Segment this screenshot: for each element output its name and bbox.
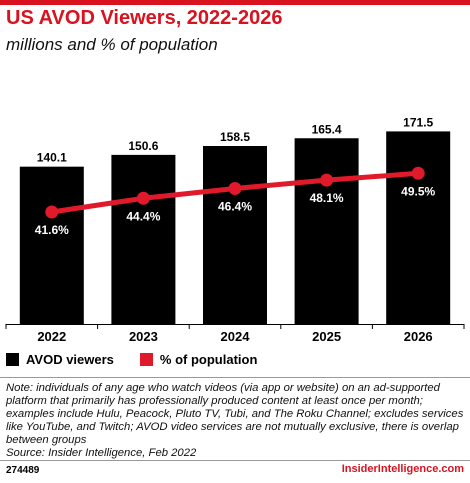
legend-label-percent-population: % of population xyxy=(159,352,258,367)
legend-swatch-percent-population xyxy=(139,353,153,366)
percent-value-label: 48.1% xyxy=(310,191,344,205)
bar-2025 xyxy=(294,138,359,324)
bar-value-label: 140.1 xyxy=(37,151,67,165)
chart-area: 140.1 150.6 158.5 165.4 171.5 2022 2023 2024 202… xyxy=(5,115,465,344)
point-percent-2024 xyxy=(228,181,242,195)
percent-value-label: 44.4% xyxy=(126,209,160,223)
source-text: Source: Insider Intelligence, Feb 2022 xyxy=(6,446,197,459)
bar-2022 xyxy=(19,166,84,324)
point-percent-2026 xyxy=(411,166,425,180)
legend-swatch-avod-viewers xyxy=(6,353,19,366)
brand-link[interactable]: InsiderIntelligence.com xyxy=(341,463,464,475)
bar-value-label: 158.5 xyxy=(220,130,250,144)
percent-value-label: 41.6% xyxy=(35,223,69,237)
legend-label-avod-viewers: AVOD viewers xyxy=(26,352,114,367)
bar-2024 xyxy=(203,146,267,324)
x-tick-label: 2024 xyxy=(221,329,251,344)
chart-subtitle: millions and % of population xyxy=(6,35,218,54)
bar-value-label: 150.6 xyxy=(128,139,158,153)
footer-divider xyxy=(0,460,470,461)
chart-id: 274489 xyxy=(6,465,40,476)
footnote: Note: individuals of any age who watch v… xyxy=(6,382,464,459)
bar-value-label: 171.5 xyxy=(403,115,433,129)
percent-value-label: 46.4% xyxy=(218,199,252,213)
point-percent-2022 xyxy=(45,205,59,219)
bar-2023 xyxy=(111,154,176,324)
bar-2026 xyxy=(386,131,451,324)
note-text: Note: individuals of any age who watch v… xyxy=(6,382,464,446)
point-percent-2023 xyxy=(136,191,150,205)
legend-item-percent-population: % of population xyxy=(139,352,258,367)
x-tick-label: 2023 xyxy=(129,329,158,344)
x-tick-label: 2025 xyxy=(312,329,341,344)
legend-item-avod-viewers: AVOD viewers xyxy=(6,352,114,367)
bar-value-label: 165.4 xyxy=(312,122,342,136)
x-tick-label: 2026 xyxy=(404,329,433,344)
point-percent-2025 xyxy=(320,173,334,187)
chart-title: US AVOD Viewers, 2022-2026 xyxy=(6,7,283,29)
x-tick-label: 2022 xyxy=(37,329,66,344)
percent-value-label: 49.5% xyxy=(401,184,435,198)
legend: AVOD viewers % of population xyxy=(6,352,283,367)
accent-bar xyxy=(0,0,470,5)
divider xyxy=(0,377,470,378)
